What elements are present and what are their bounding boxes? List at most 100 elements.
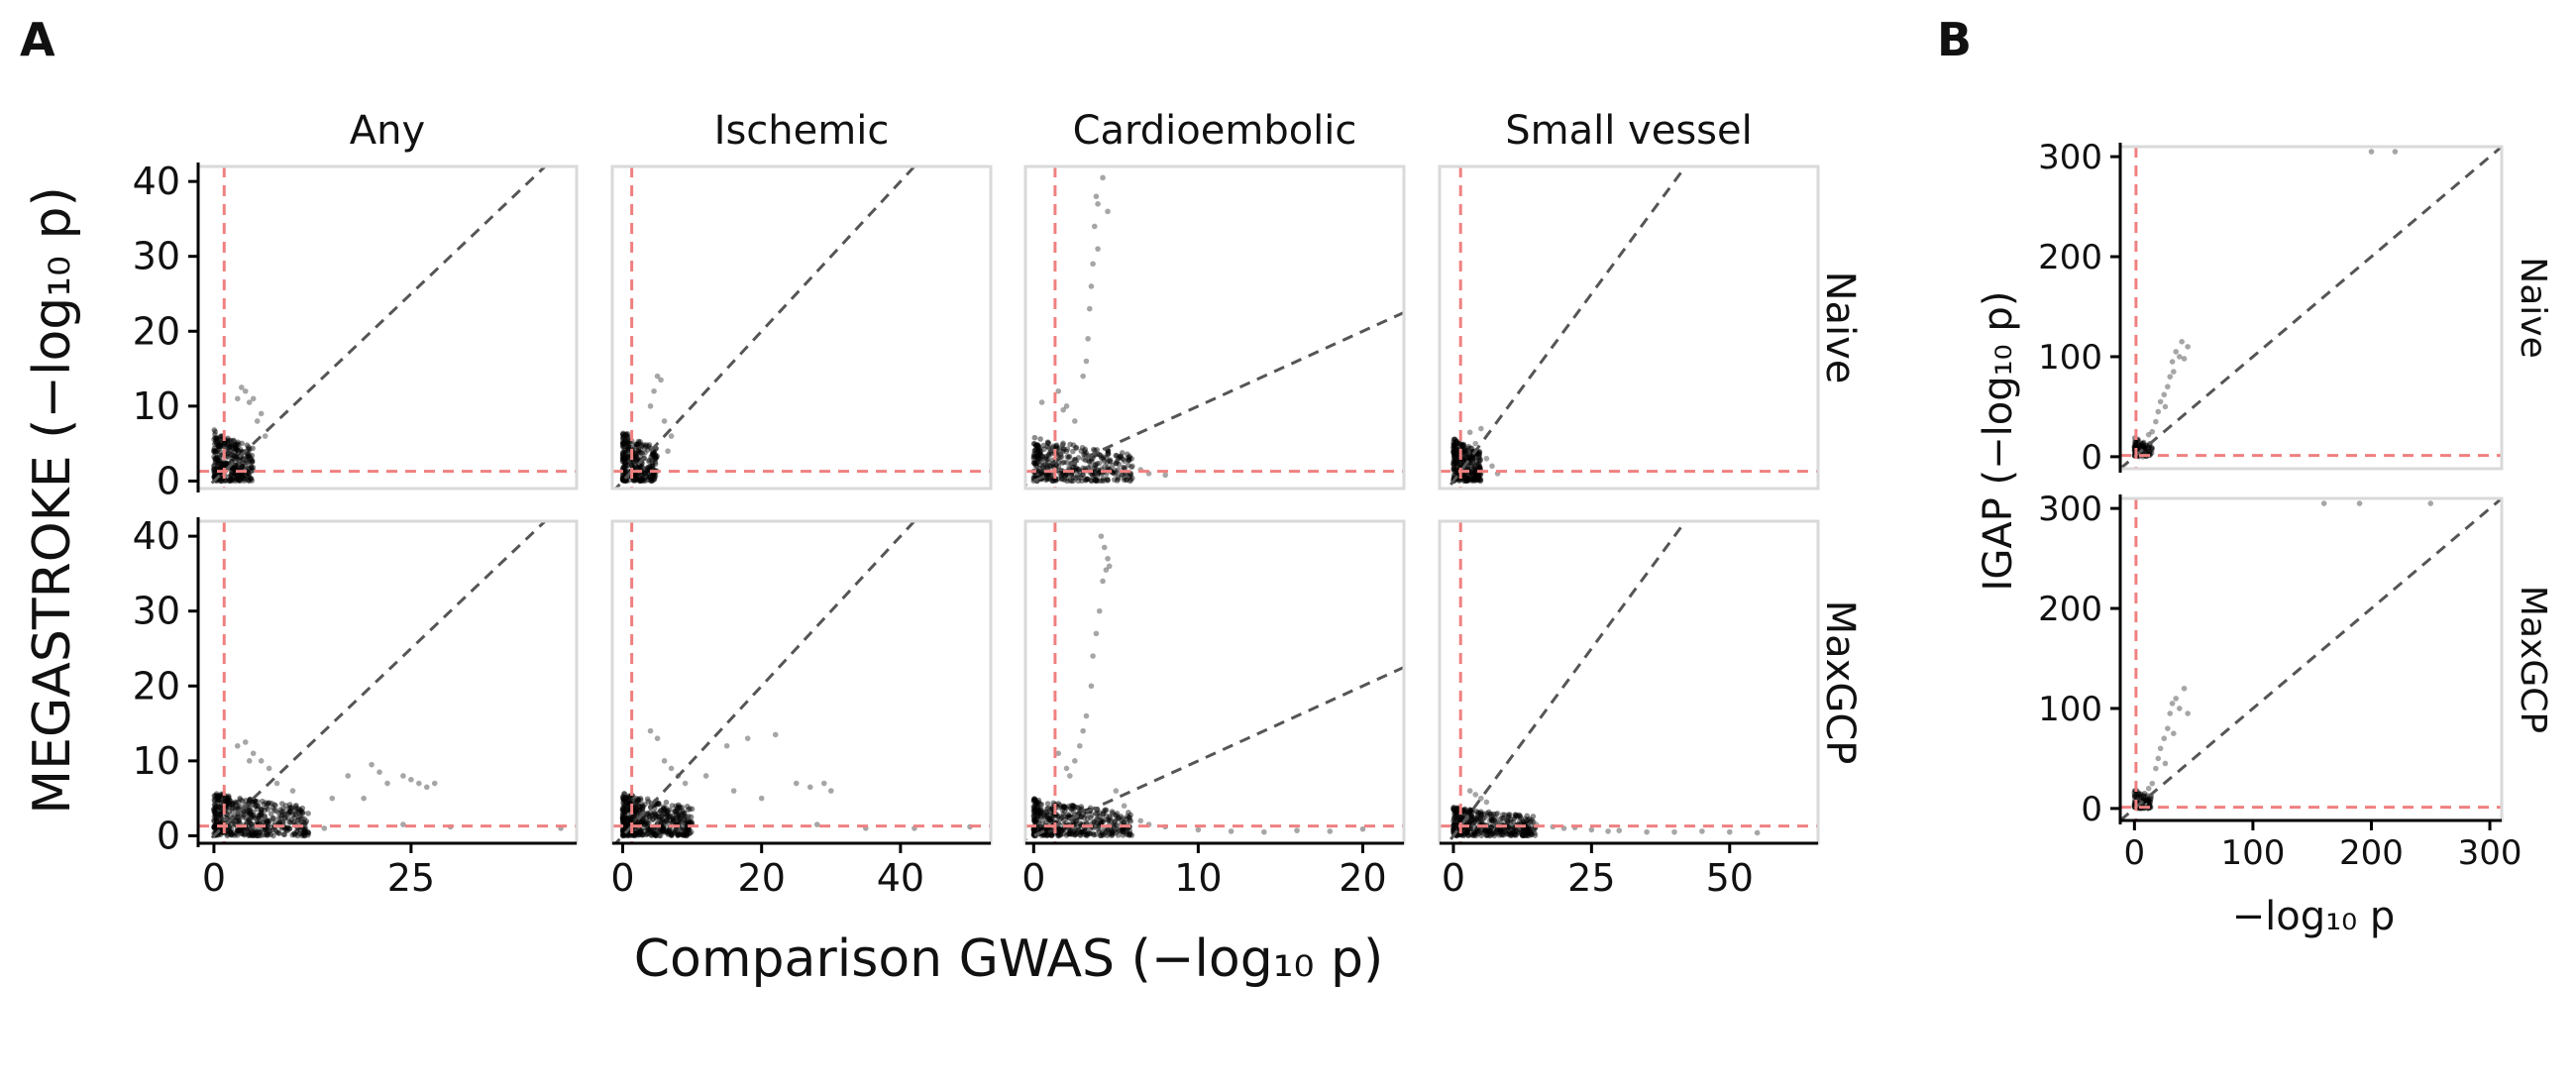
a-any-maxgcp-point [265,818,270,824]
a-small-vessel-naive-point [1450,458,1457,464]
a-any-naive-point [223,461,230,468]
a-ischemic-maxgcp-point [661,807,668,813]
a-any-maxgcp-point [264,831,270,838]
a-any-maxgcp-point [273,780,280,787]
a-ischemic-maxgcp-point [623,800,629,807]
a-cardioembolic-naive-point [1045,459,1051,465]
a-small-vessel-naive-point [1453,443,1459,450]
a-cardioembolic-maxgcp-point [1093,817,1100,822]
a-any-maxgcp-point [247,805,254,812]
a-any-maxgcp-point [257,832,264,838]
b-naive-point [2131,443,2138,450]
a-any-naive-point [237,446,243,452]
a-any-naive-point [235,461,242,468]
a-small-vessel-maxgcp-point [1474,815,1481,820]
a-any-maxgcp-point [268,831,274,837]
a-small-vessel-naive-point [1471,477,1477,483]
a-cardioembolic-maxgcp-point [1077,832,1084,838]
a-ischemic-maxgcp-point [642,801,648,808]
a-any-naive-point [213,436,220,442]
a-cardioembolic-maxgcp-point [1127,818,1134,824]
a-small-vessel-naive-point [1450,468,1457,475]
a-small-vessel-maxgcp-point [1484,832,1491,838]
a-small-vessel-maxgcp-point [1502,828,1508,834]
a-any-maxgcp-point [255,813,261,819]
a-ischemic-naive-point [621,448,627,455]
a-small-vessel-naive-point [1450,439,1456,445]
a-any-maxgcp-point [232,832,238,838]
a-ischemic-maxgcp-point [668,831,675,838]
a-any-maxgcp-point [259,806,265,813]
a-small-vessel-maxgcp-point [1520,827,1527,834]
a-cardioembolic-maxgcp-point [1049,832,1055,838]
a-small-vessel-naive-point [1476,454,1482,460]
a-cardioembolic-maxgcp-point [1055,831,1061,837]
a-cardioembolic-maxgcp-point [1099,817,1106,822]
a-ischemic-maxgcp-point [636,807,642,814]
a-small-vessel-naive-point [1450,460,1456,467]
a-ischemic-maxgcp-point [649,831,655,838]
a-any-maxgcp-point [287,809,293,816]
a-ischemic-maxgcp-point [689,806,696,813]
a-ischemic-maxgcp-point [620,796,627,803]
a-ischemic-maxgcp-point [684,830,690,837]
a-ischemic-naive-point [633,452,639,459]
a-small-vessel-maxgcp-point [1522,829,1529,836]
a-small-vessel-maxgcp-point [1511,832,1518,838]
a-any-naive-point [232,477,239,483]
a-ischemic-maxgcp-point [678,827,685,833]
a-ischemic-maxgcp-point [634,819,641,826]
a-ischemic-maxgcp-point [654,827,661,834]
a-ischemic-maxgcp-point [620,817,626,822]
a-cardioembolic-naive-point [1058,454,1065,460]
a-small-vessel-maxgcp-point [1454,817,1461,823]
a-small-vessel-naive-point [1472,465,1478,472]
a-any-naive-point [240,465,246,472]
a-any-maxgcp-point [215,796,222,803]
a-cardioembolic-naive-point [1058,474,1065,480]
a-any-maxgcp-point [229,831,236,837]
a-cardioembolic-maxgcp-point [1115,815,1122,821]
a-any-naive-point [214,442,221,449]
a-any-maxgcp-point [232,806,239,812]
a-ischemic-naive-point [636,477,642,484]
a-cardioembolic-naive-point [1031,447,1038,454]
b-naive-point [2132,442,2138,449]
a-ischemic-naive-point [625,446,631,452]
a-ischemic-naive-point [622,478,629,484]
a-small-vessel-naive-point [1476,474,1482,480]
a-ischemic-naive-point [633,454,640,460]
a-ischemic-maxgcp-diagonal-line [613,521,916,843]
a-small-vessel-maxgcp-point [1451,807,1457,814]
a-small-vessel-naive-point [1472,440,1479,447]
a-any-naive-point [248,476,255,482]
a-cardioembolic-maxgcp-point [1066,830,1072,837]
a-ischemic-naive-point [643,442,650,448]
a-ischemic-maxgcp-point [644,796,651,803]
a-small-vessel-naive-point [1470,467,1477,473]
a-any-maxgcp-point [268,800,274,807]
a-ischemic-naive-point [620,456,627,463]
a-cardioembolic-naive-point [1086,458,1093,465]
a-ischemic-naive-point [626,477,632,484]
a-any-naive-point [212,431,218,438]
facet-column-label: Cardioembolic [1073,108,1357,154]
facet-column-label: Any [350,108,425,154]
a-cardioembolic-maxgcp-point [1124,814,1130,819]
a-ischemic-maxgcp-point [686,826,693,832]
a-cardioembolic-naive-point [1037,471,1044,477]
a-ischemic-maxgcp-point [672,829,679,835]
a-any-maxgcp-point [213,812,220,818]
a-ischemic-naive-point [624,462,631,469]
a-any-maxgcp-point [254,832,261,839]
a-any-maxgcp-point [298,809,304,815]
a-any-naive-point [217,442,224,448]
y-tick-label: 300 [2038,138,2102,177]
a-any-maxgcp-point [286,825,292,831]
a-ischemic-naive-point [623,478,630,485]
x-tick-label: 0 [610,856,634,900]
a-small-vessel-naive-point [1465,475,1472,482]
a-any-maxgcp-point [275,829,281,836]
